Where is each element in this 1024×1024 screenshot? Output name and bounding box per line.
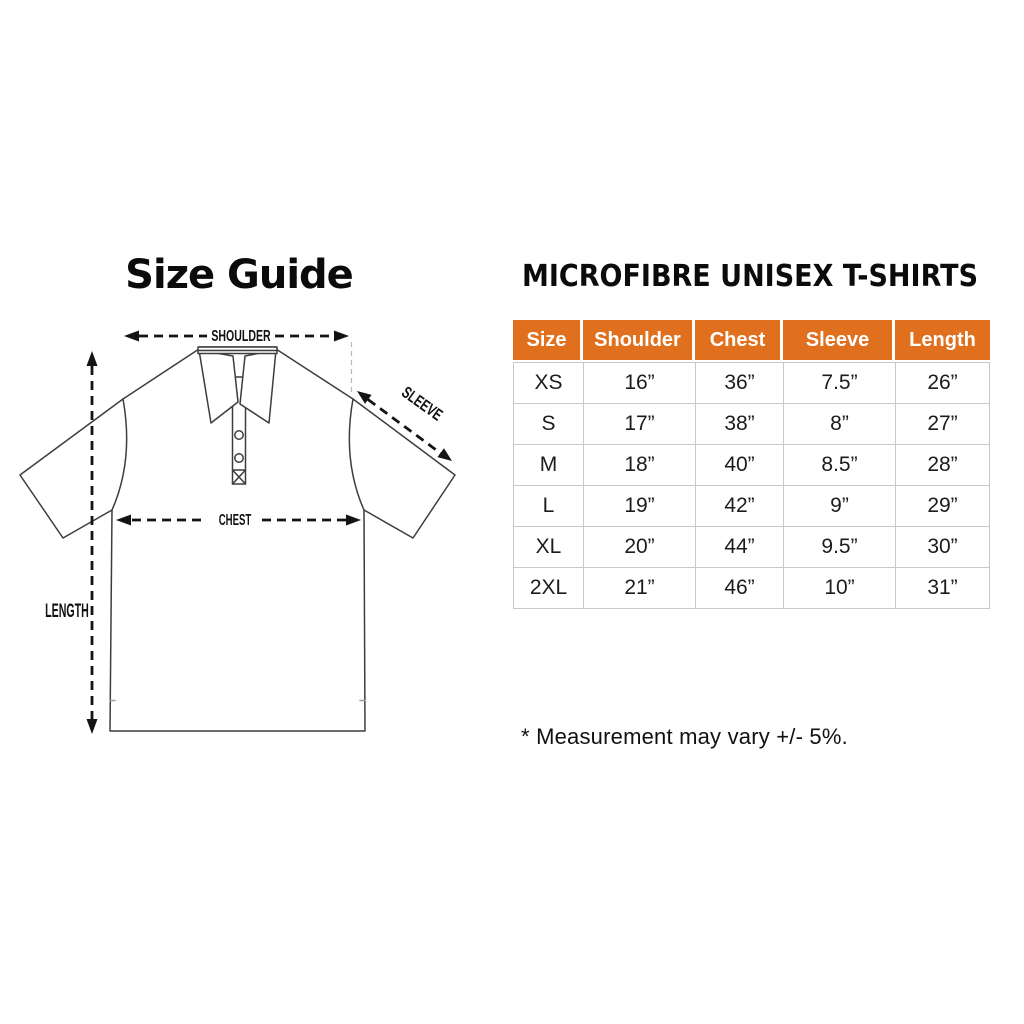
measurement-cell: 18” bbox=[583, 445, 695, 486]
measurement-cell: 28” bbox=[895, 445, 990, 486]
length-arrow bbox=[86, 351, 98, 734]
polo-shirt-drawing bbox=[19, 346, 456, 732]
measurement-cell: 40” bbox=[695, 445, 783, 486]
button-bottom bbox=[234, 453, 244, 463]
header-sleeve: Sleeve bbox=[783, 320, 895, 362]
shoulder-arrow bbox=[124, 330, 349, 342]
measurement-cell: 44” bbox=[695, 527, 783, 568]
measurement-cell: 29” bbox=[895, 486, 990, 527]
left-armhole-seam bbox=[111, 398, 128, 511]
size-cell: XL bbox=[513, 527, 583, 568]
measurement-cell: 38” bbox=[695, 404, 783, 445]
measurement-cell: 10” bbox=[783, 568, 895, 609]
header-length: Length bbox=[895, 320, 990, 362]
measurement-arrows bbox=[86, 330, 452, 734]
table-header-row: Size Shoulder Chest Sleeve Length bbox=[513, 320, 990, 362]
size-row-xl: XL 20” 44” 9.5” 30” bbox=[513, 527, 990, 568]
measurement-cell: 21” bbox=[583, 568, 695, 609]
measurement-cell: 31” bbox=[895, 568, 990, 609]
size-cell: L bbox=[513, 486, 583, 527]
measurement-cell: 26” bbox=[895, 362, 990, 404]
measurement-cell: 36” bbox=[695, 362, 783, 404]
size-row-s: S 17” 38” 8” 27” bbox=[513, 404, 990, 445]
sleeve-arrow bbox=[357, 391, 452, 461]
shoulder-label: SHOULDER bbox=[211, 327, 270, 345]
size-row-2xl: 2XL 21” 46” 10” 31” bbox=[513, 568, 990, 609]
size-cell: XS bbox=[513, 362, 583, 404]
size-cell: 2XL bbox=[513, 568, 583, 609]
chest-label: CHEST bbox=[219, 511, 252, 529]
header-shoulder: Shoulder bbox=[583, 320, 695, 362]
microfibre-title: MICROFIBRE UNISEX T-SHIRTS bbox=[521, 259, 979, 294]
measurement-cell: 8” bbox=[783, 404, 895, 445]
measurement-cell: 30” bbox=[895, 527, 990, 568]
size-cell: S bbox=[513, 404, 583, 445]
measurement-cell: 8.5” bbox=[783, 445, 895, 486]
length-label: LENGTH bbox=[45, 601, 89, 622]
size-row-m: M 18” 40” 8.5” 28” bbox=[513, 445, 990, 486]
measurement-cell: 16” bbox=[583, 362, 695, 404]
measurement-cell: 9” bbox=[783, 486, 895, 527]
measurement-cell: 7.5” bbox=[783, 362, 895, 404]
polo-shirt-measurement-diagram: SHOULDER CHEST LENGTH SLEEVE bbox=[19, 327, 456, 734]
measurement-cell: 46” bbox=[695, 568, 783, 609]
button-top bbox=[234, 430, 244, 440]
size-row-l: L 19” 42” 9” 29” bbox=[513, 486, 990, 527]
size-cell: M bbox=[513, 445, 583, 486]
measurement-cell: 27” bbox=[895, 404, 990, 445]
measurement-cell: 19” bbox=[583, 486, 695, 527]
chest-arrow bbox=[116, 514, 361, 526]
sleeve-label: SLEEVE bbox=[398, 383, 446, 425]
size-guide-title: Size Guide bbox=[125, 252, 354, 298]
size-chart-table: Size Shoulder Chest Sleeve Length XS 16” 3… bbox=[513, 320, 990, 609]
measurement-footnote: * Measurement may vary +/- 5%. bbox=[521, 724, 848, 749]
measurement-cell: 17” bbox=[583, 404, 695, 445]
right-armhole-seam bbox=[348, 398, 365, 511]
header-chest: Chest bbox=[695, 320, 783, 362]
measurement-cell: 42” bbox=[695, 486, 783, 527]
header-size: Size bbox=[513, 320, 583, 362]
shirt-silhouette bbox=[19, 346, 456, 732]
measurement-cell: 20” bbox=[583, 527, 695, 568]
measurement-cell: 9.5” bbox=[783, 527, 895, 568]
size-row-xs: XS 16” 36” 7.5” 26” bbox=[513, 362, 990, 404]
